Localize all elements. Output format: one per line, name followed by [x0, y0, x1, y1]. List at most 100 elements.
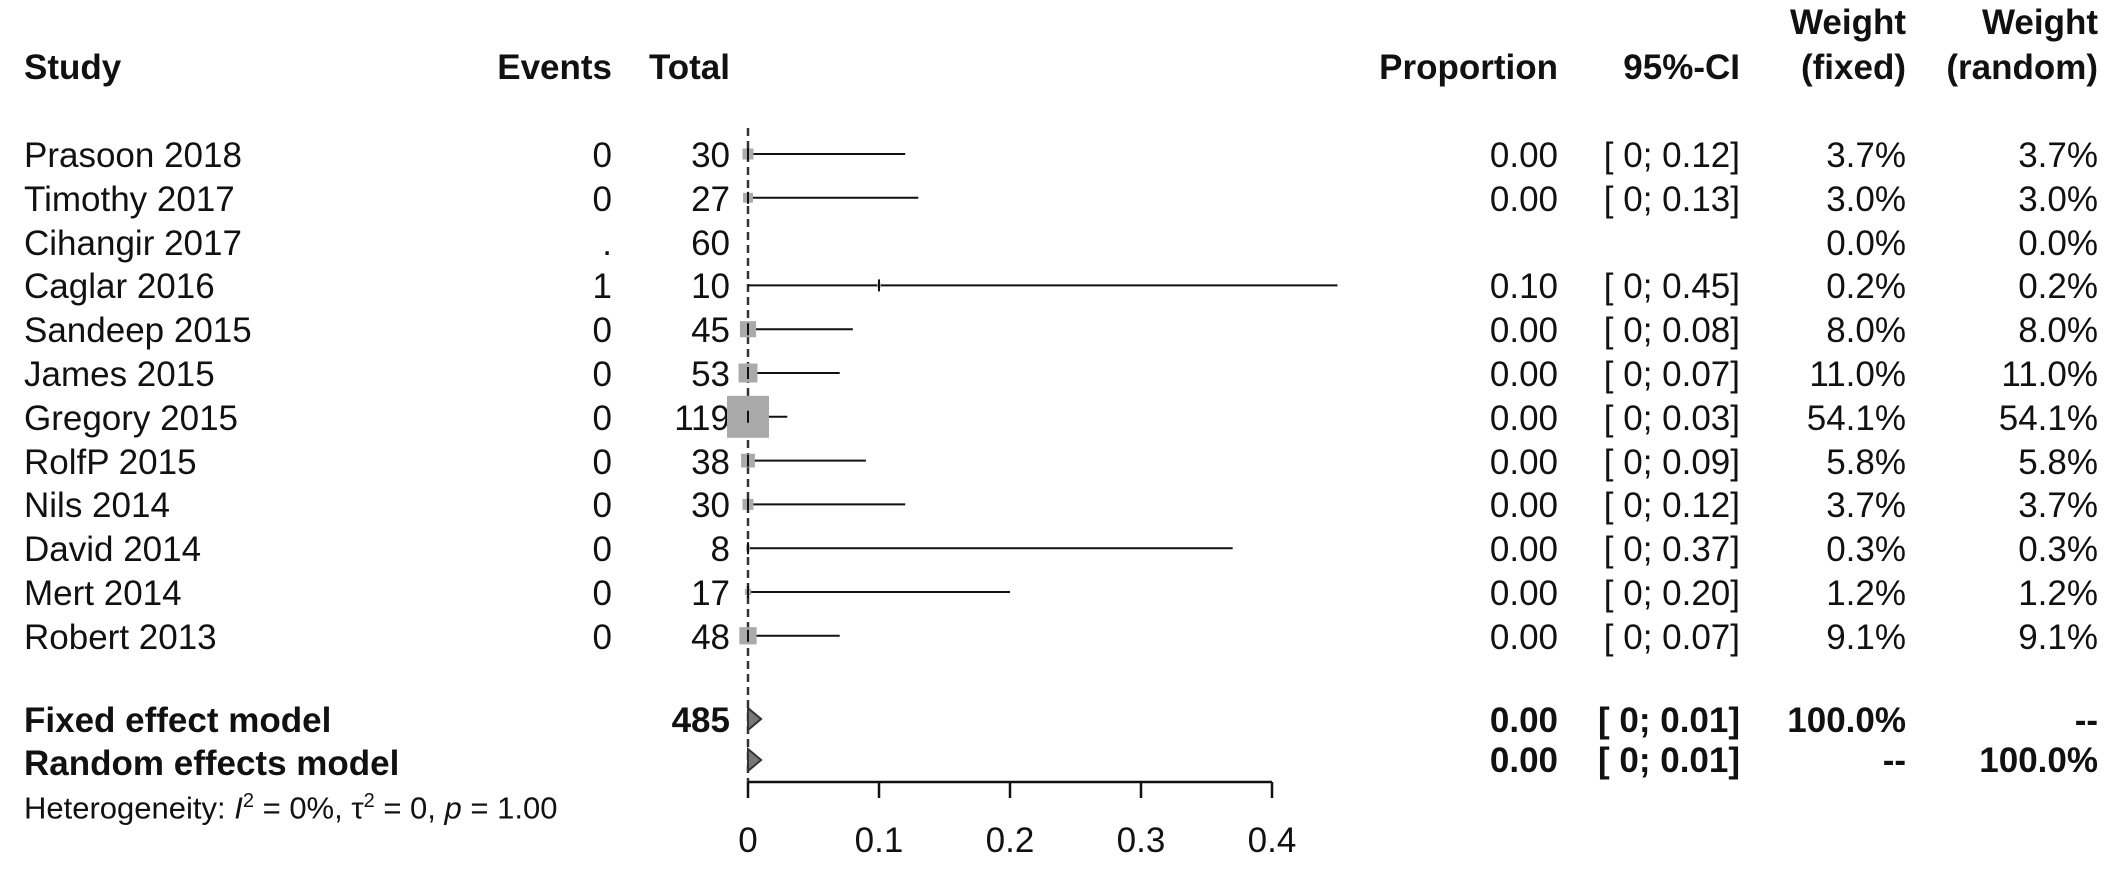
study-ci: [ 0; 0.09]	[1603, 442, 1740, 482]
p-symbol: p	[444, 790, 462, 826]
study-weight-random: 54.1%	[1998, 398, 2098, 438]
study-weight-fixed: 11.0%	[1809, 355, 1906, 394]
fixed-model-weight-random: --	[2074, 701, 2098, 740]
i-squared-value: = 0%,	[253, 790, 352, 826]
study-ci: [ 0; 0.03]	[1603, 398, 1740, 438]
study-weight-random: 0.2%	[2018, 267, 2098, 307]
study-total: 30	[691, 136, 730, 175]
study-name: Mert 2014	[24, 574, 182, 613]
study-total: 48	[691, 617, 730, 657]
study-events: 0	[592, 398, 612, 438]
study-proportion: 0.00	[1489, 530, 1558, 570]
study-events: 0	[592, 136, 612, 175]
study-weight-random: 3.7%	[2018, 486, 2098, 526]
study-total: 53	[691, 355, 730, 394]
study-ci: [ 0; 0.20]	[1603, 574, 1740, 613]
header-weight-random-2: (random)	[1946, 48, 2098, 87]
study-proportion: 0.10	[1489, 267, 1558, 307]
study-name: Sandeep 2015	[24, 311, 252, 351]
study-events: .	[602, 223, 612, 263]
study-name: Timothy 2017	[24, 179, 235, 219]
study-total: 8	[710, 530, 730, 570]
study-weight-random: 3.0%	[2018, 179, 2098, 219]
study-events: 0	[592, 530, 612, 570]
fixed-model-total: 485	[671, 701, 730, 740]
random-model-ci: [ 0; 0.01]	[1598, 741, 1740, 780]
study-events: 0	[592, 574, 612, 613]
study-total: 30	[691, 486, 730, 526]
header-weight-fixed-2: (fixed)	[1801, 48, 1906, 87]
heterogeneity-text: Heterogeneity: I2 = 0%, τ2 = 0, p = 1.00	[24, 790, 557, 826]
study-weight-fixed: 8.0%	[1826, 311, 1906, 351]
study-events: 1	[592, 267, 612, 307]
tau-squared-symbol: τ	[351, 790, 364, 826]
i-squared-symbol: I	[234, 790, 243, 826]
fixed-model-ci: [ 0; 0.01]	[1598, 701, 1740, 740]
fixed-model-label: Fixed effect model	[24, 701, 332, 740]
study-weight-random: 0.3%	[2018, 530, 2098, 570]
study-events: 0	[592, 179, 612, 219]
study-events: 0	[592, 617, 612, 657]
study-weight-random: 3.7%	[2018, 136, 2098, 175]
study-proportion: 0.00	[1489, 398, 1558, 438]
study-ci: [ 0; 0.13]	[1603, 179, 1740, 219]
study-weight-fixed: 0.2%	[1826, 267, 1906, 307]
header-ci: 95%-CI	[1623, 48, 1740, 87]
study-name: Cihangir 2017	[24, 223, 242, 263]
study-name: Caglar 2016	[24, 267, 215, 307]
fixed-model-proportion: 0.00	[1489, 701, 1558, 740]
study-weight-random: 9.1%	[2018, 617, 2098, 657]
study-weight-fixed: 0.0%	[1826, 223, 1906, 263]
study-ci: [ 0; 0.12]	[1603, 486, 1740, 526]
study-weight-fixed: 54.1%	[1806, 398, 1906, 438]
fixed-model-weight-fixed: 100.0%	[1787, 701, 1906, 740]
header-weight-fixed-1: Weight	[1789, 3, 1906, 42]
study-name: RolfP 2015	[24, 442, 197, 482]
study-weight-fixed: 1.2%	[1826, 574, 1906, 613]
study-proportion: 0.00	[1489, 617, 1558, 657]
header-events: Events	[497, 48, 612, 87]
study-proportion: 0.00	[1489, 179, 1558, 219]
study-weight-fixed: 3.7%	[1826, 486, 1906, 526]
random-model-weight-fixed: --	[1882, 741, 1906, 780]
study-weight-fixed: 0.3%	[1826, 530, 1906, 570]
x-tick-label: 0.3	[1117, 821, 1166, 860]
tau-squared-value: = 0,	[374, 790, 445, 826]
study-name: Nils 2014	[24, 486, 170, 526]
random-model-proportion: 0.00	[1489, 741, 1558, 780]
study-ci: [ 0; 0.37]	[1603, 530, 1740, 570]
random-model-weight-random: 100.0%	[1979, 741, 2098, 780]
study-ci: [ 0; 0.07]	[1603, 617, 1740, 657]
i-squared-sup: 2	[242, 790, 254, 812]
study-weight-fixed: 3.0%	[1826, 179, 1906, 219]
study-total: 27	[691, 179, 730, 219]
study-weight-fixed: 3.7%	[1826, 136, 1906, 175]
study-events: 0	[592, 311, 612, 351]
x-tick-label: 0.2	[986, 821, 1035, 860]
header-proportion: Proportion	[1379, 48, 1558, 87]
study-total: 60	[691, 223, 730, 263]
header-weight-random-1: Weight	[1981, 3, 2098, 42]
study-weight-random: 5.8%	[2018, 442, 2098, 482]
study-proportion: 0.00	[1489, 355, 1558, 394]
study-total: 119	[674, 398, 730, 438]
study-total: 17	[691, 574, 730, 613]
study-weight-random: 1.2%	[2018, 574, 2098, 613]
tau-squared-sup: 2	[363, 790, 375, 812]
study-ci: [ 0; 0.08]	[1603, 311, 1740, 351]
study-total: 45	[691, 311, 730, 351]
study-weight-fixed: 5.8%	[1826, 442, 1906, 482]
x-tick-label: 0	[738, 821, 757, 860]
study-weight-random: 8.0%	[2018, 311, 2098, 351]
study-weight-random: 11.0%	[2001, 355, 2098, 394]
x-tick-label: 0.1	[855, 821, 904, 860]
study-total: 38	[691, 442, 730, 482]
study-ci: [ 0; 0.12]	[1603, 136, 1740, 175]
study-name: Prasoon 2018	[24, 136, 242, 175]
study-events: 0	[592, 442, 612, 482]
random-model-label: Random effects model	[24, 744, 400, 783]
study-events: 0	[592, 355, 612, 394]
study-name: Gregory 2015	[24, 398, 239, 438]
